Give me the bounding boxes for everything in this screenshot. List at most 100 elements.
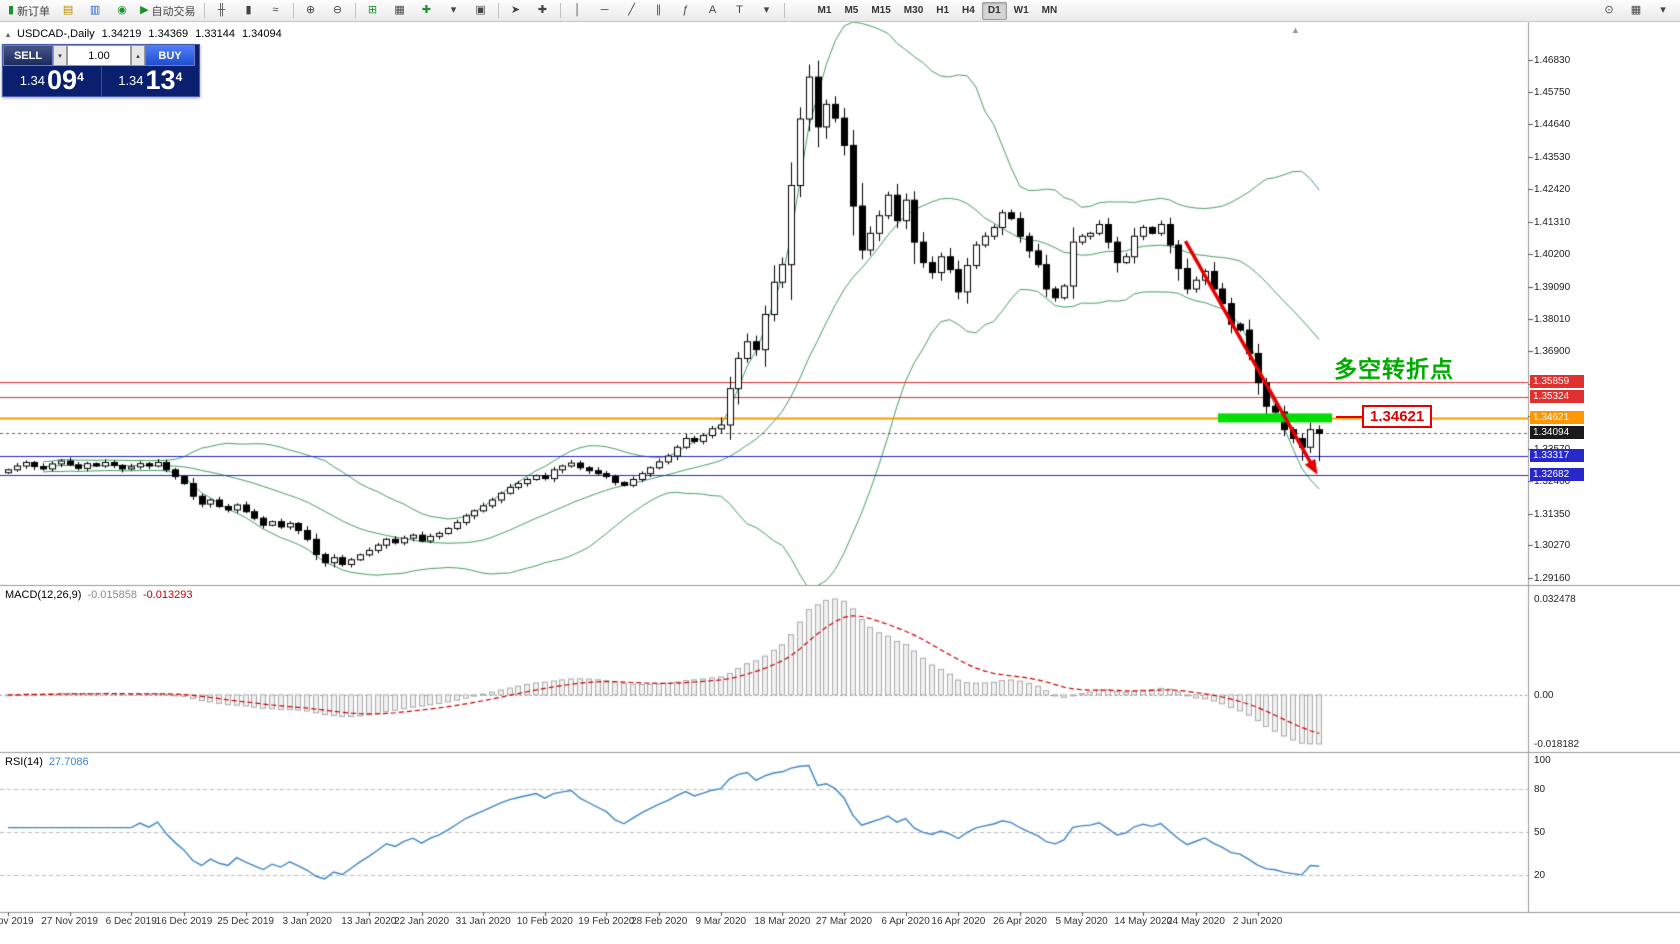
zoom-in-icon[interactable]: ⊕ xyxy=(298,1,324,21)
timeframe-button-m1[interactable]: M1 xyxy=(817,5,832,16)
crosshair-icon: ✚ xyxy=(537,4,548,16)
crosshair-icon[interactable]: ✚ xyxy=(530,1,556,21)
volume-input[interactable] xyxy=(67,45,131,66)
ohlc-open: 1.34219 xyxy=(101,28,142,40)
buy-price-prefix: 1.34 xyxy=(118,73,144,88)
timeframe-button-h1[interactable]: H1 xyxy=(936,5,950,16)
date-axis-label: 19 Feb 2020 xyxy=(578,916,635,927)
new-order-button[interactable]: ▮ 新订单 xyxy=(4,1,54,21)
date-axis-label: 3 Jan 2020 xyxy=(282,916,332,927)
templates-icon[interactable]: ▣ xyxy=(468,1,494,21)
rsi-name: RSI(14) xyxy=(5,756,43,768)
timeframe-button-m30[interactable]: M30 xyxy=(903,5,924,16)
label-icon[interactable]: T xyxy=(727,1,753,21)
search-icon[interactable]: ⊙ xyxy=(1596,1,1622,21)
price-axis-tick: 1.43530 xyxy=(1534,151,1571,163)
fibonacci-icon[interactable]: ƒ xyxy=(673,1,699,21)
date-axis-label: 27 Nov 2019 xyxy=(41,916,98,927)
price-axis-tick: 1.32460 xyxy=(1534,476,1571,488)
window-layout-icon: ▦ xyxy=(1630,4,1642,16)
channel-icon[interactable]: ∥ xyxy=(646,1,672,21)
periods-icon[interactable]: ▾ xyxy=(441,1,467,21)
toolbar-separator xyxy=(203,3,205,18)
horizontal-line-icon: ─ xyxy=(600,4,609,16)
rsi-value: 27.7086 xyxy=(48,756,89,768)
price-axis-tick: 1.30270 xyxy=(1534,540,1571,552)
sell-price[interactable]: 1.34 09 4 xyxy=(3,66,101,96)
vertical-line-icon[interactable]: │ xyxy=(565,1,591,21)
price-axis-badge: 1.35324 xyxy=(1530,390,1584,404)
ohlc-low: 1.33144 xyxy=(195,28,235,40)
zoom-out-icon[interactable]: ⊖ xyxy=(325,1,351,21)
timeframe-button-d1[interactable]: D1 xyxy=(981,1,1007,20)
profile-icon: ▥ xyxy=(89,4,101,16)
date-axis-label: 9 Mar 2020 xyxy=(695,916,747,927)
macd-signal-value: -0.013293 xyxy=(142,589,193,601)
text-icon[interactable]: A xyxy=(700,1,726,21)
trendline-icon[interactable]: ╱ xyxy=(619,1,645,21)
macd-main-value: -0.015858 xyxy=(87,589,137,601)
price-axis-tick: 1.38010 xyxy=(1534,313,1571,325)
date-axis-label: 25 Dec 2019 xyxy=(217,916,274,927)
timeframe-button-w1[interactable]: W1 xyxy=(1013,5,1029,16)
sell-button[interactable]: SELL xyxy=(3,45,53,66)
trendline-icon: ╱ xyxy=(628,4,635,16)
cursor-icon[interactable]: ➤ xyxy=(503,1,529,21)
tile-windows-icon: ⊞ xyxy=(367,4,378,16)
chart-shift-marker-icon[interactable]: ▲ xyxy=(1291,25,1300,35)
date-axis-label: 22 Jan 2020 xyxy=(394,916,450,927)
volume-decrease-button[interactable]: ▾ xyxy=(53,45,67,66)
price-axis-badge: 1.33317 xyxy=(1530,449,1584,463)
shapes-icon[interactable]: ▾ xyxy=(754,1,780,21)
macd-axis-min: -0.018182 xyxy=(1534,739,1580,750)
sell-price-prefix: 1.34 xyxy=(19,73,46,88)
timeframe-button-h4[interactable]: H4 xyxy=(962,5,975,16)
horizontal-line-icon[interactable]: ─ xyxy=(592,1,618,21)
toolbar-separator xyxy=(292,3,294,18)
new-order-button-label: 新订单 xyxy=(17,5,51,18)
chart-window-icon[interactable]: ▤ xyxy=(55,1,81,21)
date-axis-label: 16 Dec 2019 xyxy=(155,916,213,927)
auto-trading-button[interactable]: ▶ 自动交易 xyxy=(136,1,199,21)
date-axis-label: 14 May 2020 xyxy=(1114,916,1173,927)
price-axis-tick: 1.45750 xyxy=(1534,86,1571,98)
rsi-axis-label: 100 xyxy=(1534,755,1551,766)
buy-price-big: 13 xyxy=(145,65,176,95)
toolbar-separator xyxy=(497,3,499,18)
profile-icon[interactable]: ▥ xyxy=(82,1,108,21)
date-axis-label: 16 Apr 2020 xyxy=(931,916,986,927)
price-annotation-line xyxy=(1336,416,1362,418)
date-axis-label: 18 Mar 2020 xyxy=(754,916,811,927)
more-dropdown-icon: ▾ xyxy=(1660,4,1666,16)
window-layout-icon[interactable]: ▦ xyxy=(1623,1,1649,21)
timeframe-button-m5[interactable]: M5 xyxy=(844,5,859,16)
auto-arrange-icon[interactable]: ▦ xyxy=(387,1,413,21)
price-axis-badge: 1.32682 xyxy=(1530,467,1584,481)
buy-price[interactable]: 1.34 13 4 xyxy=(102,66,200,96)
rsi-axis-label: 20 xyxy=(1534,870,1546,882)
tile-windows-icon[interactable]: ⊞ xyxy=(360,1,386,21)
buy-price-sup: 4 xyxy=(175,70,183,84)
search-icon: ⊙ xyxy=(1604,4,1614,16)
buy-button[interactable]: BUY xyxy=(145,45,195,66)
bar-chart-icon[interactable]: ╫ xyxy=(209,1,235,21)
date-axis-label: 6 Dec 2019 xyxy=(105,916,157,927)
volume-increase-button[interactable]: ▴ xyxy=(131,45,145,66)
indicators-icon[interactable]: ✚ xyxy=(414,1,440,21)
timeframe-button-mn[interactable]: MN xyxy=(1041,5,1058,16)
refresh-icon[interactable]: ◉ xyxy=(109,1,135,21)
date-axis-label: 24 May 2020 xyxy=(1167,916,1225,927)
candlestick-chart-icon[interactable]: ▮ xyxy=(236,1,262,21)
cursor-icon: ➤ xyxy=(510,4,521,16)
date-axis-label: 13 Jan 2020 xyxy=(341,916,397,927)
symbol-name: USDCAD-,Daily xyxy=(17,28,95,40)
timeframe-button-m15[interactable]: M15 xyxy=(871,5,891,16)
line-chart-icon[interactable]: ≈ xyxy=(263,1,289,21)
price-axis-tick: 1.29160 xyxy=(1534,572,1571,584)
fibonacci-icon: ƒ xyxy=(682,4,689,16)
date-axis-label: 8 Nov 2019 xyxy=(0,916,34,927)
main-toolbar: ▮ 新订单 ▤ ▥ ◉ ▶ 自动交易 ╫ ▮ ≈ ⊕ ⊖ ⊞ ▦ ✚ ▾ ▣ ➤ ✚ │ ─ ╱ ∥ ƒ A T ▾ M1 M5 M15 M… xyxy=(0,0,1680,22)
more-dropdown-icon[interactable]: ▾ xyxy=(1650,1,1676,21)
